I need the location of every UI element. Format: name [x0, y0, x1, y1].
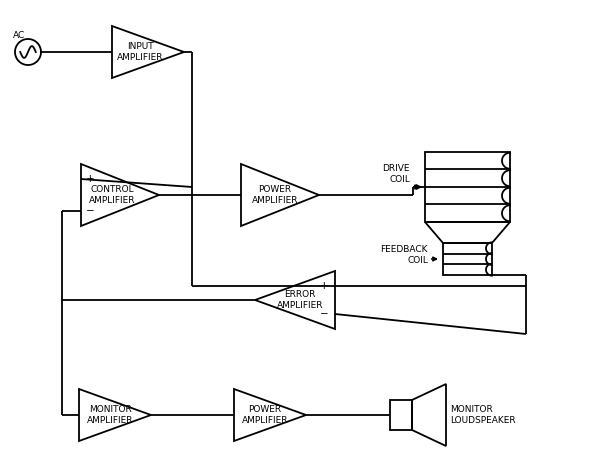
- Text: DRIVE
COIL: DRIVE COIL: [383, 164, 410, 184]
- Bar: [443, 243, 492, 275]
- Text: +: +: [320, 281, 329, 291]
- Bar: [390, 400, 412, 430]
- Text: ERROR
AMPLIFIER: ERROR AMPLIFIER: [277, 290, 323, 310]
- Text: +: +: [86, 174, 95, 184]
- Text: FEEDBACK
COIL: FEEDBACK COIL: [380, 245, 428, 265]
- Text: AC: AC: [13, 31, 25, 40]
- Text: POWER
AMPLIFIER: POWER AMPLIFIER: [242, 405, 288, 425]
- Bar: [425, 152, 510, 222]
- Text: MONITOR
LOUDSPEAKER: MONITOR LOUDSPEAKER: [450, 405, 515, 425]
- Text: POWER
AMPLIFIER: POWER AMPLIFIER: [252, 185, 298, 205]
- Text: CONTROL
AMPLIFIER: CONTROL AMPLIFIER: [89, 185, 135, 205]
- Text: −: −: [86, 206, 95, 216]
- Text: INPUT
AMPLIFIER: INPUT AMPLIFIER: [117, 42, 163, 62]
- Text: MONITOR
AMPLIFIER: MONITOR AMPLIFIER: [87, 405, 133, 425]
- Text: −: −: [320, 309, 329, 319]
